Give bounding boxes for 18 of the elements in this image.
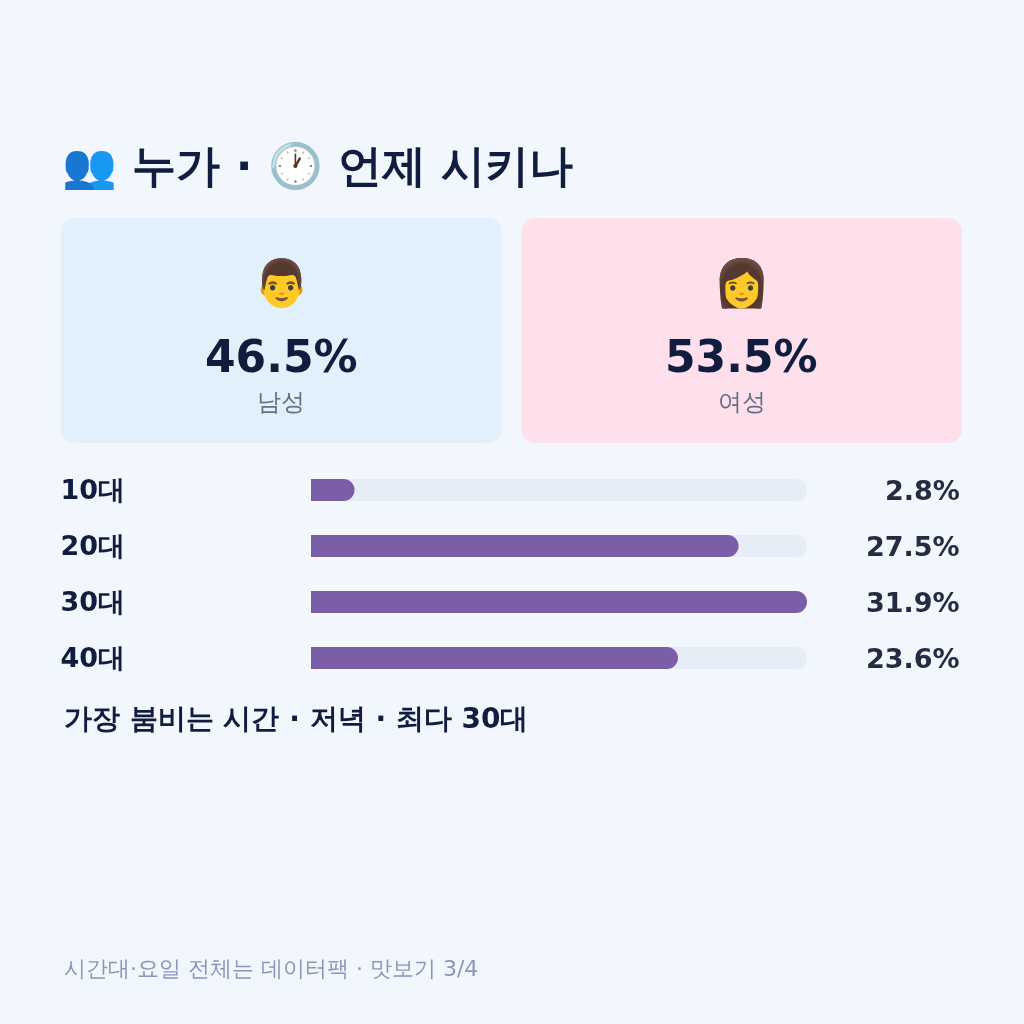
text: 👨	[253, 256, 310, 310]
text: 시간대·요일 전체는 데이터팩 · 맛보기 3/4	[64, 956, 479, 981]
y-tick-label: 40대	[60, 642, 125, 674]
text: 53.5%	[665, 331, 818, 382]
y-tick-label: 10대	[60, 474, 125, 506]
text: 가장 붐비는 시간 · 저녁 · 최다 30대	[64, 702, 529, 735]
y-tick-label: 20대	[60, 530, 125, 562]
data-label: 2.8%	[885, 475, 960, 506]
text: 👥 누가 · 🕐 언제 시키나	[62, 140, 574, 192]
data-label: 23.6%	[866, 643, 960, 674]
text: 여성	[718, 388, 766, 416]
bar	[311, 479, 355, 501]
text: 46.5%	[205, 331, 358, 382]
text: 👩	[713, 256, 770, 310]
data-label: 31.9%	[866, 587, 960, 618]
data-label: 27.5%	[866, 531, 960, 562]
text: 남성	[257, 388, 305, 416]
y-tick-label: 30대	[60, 586, 125, 618]
